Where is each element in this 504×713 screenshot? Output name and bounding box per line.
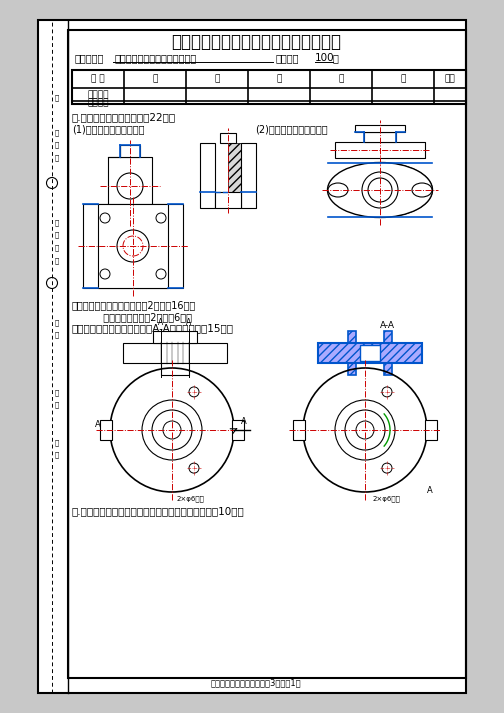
Text: 第二小题每条漏线2分，共6分。: 第二小题每条漏线2分，共6分。 <box>72 312 192 322</box>
Text: A: A <box>427 486 433 495</box>
Text: (1)注：主视图为半剖视图: (1)注：主视图为半剖视图 <box>72 124 145 134</box>
Ellipse shape <box>328 163 432 217</box>
Text: 制: 制 <box>55 319 59 327</box>
Text: 三: 三 <box>276 74 282 83</box>
Text: 刷: 刷 <box>55 142 59 148</box>
Polygon shape <box>380 142 425 158</box>
Bar <box>108 157 152 209</box>
Bar <box>200 143 215 208</box>
Text: (2)注：主视图为半剖视图: (2)注：主视图为半剖视图 <box>255 124 328 134</box>
Bar <box>364 132 396 142</box>
Bar <box>153 331 197 343</box>
Ellipse shape <box>328 183 348 197</box>
Bar <box>98 204 168 288</box>
Text: 厂: 厂 <box>55 155 59 161</box>
Text: 二.根据给定组合体的主视图和左视图，求作俯视图（10分）: 二.根据给定组合体的主视图和左视图，求作俯视图（10分） <box>72 506 245 516</box>
Bar <box>220 133 236 143</box>
Text: 分: 分 <box>333 53 339 63</box>
Text: 二: 二 <box>214 74 220 83</box>
Text: 2×φ6通孔: 2×φ6通孔 <box>177 495 205 502</box>
Text: 二、在指定位置将主视图改成A-A旋转剖视图（15分）: 二、在指定位置将主视图改成A-A旋转剖视图（15分） <box>72 323 234 333</box>
Bar <box>100 420 112 440</box>
Text: 课程名称：: 课程名称： <box>75 53 104 63</box>
Bar <box>97 209 163 222</box>
Ellipse shape <box>412 183 432 197</box>
Bar <box>360 345 380 361</box>
Bar <box>38 20 466 693</box>
Text: 号: 号 <box>55 95 59 101</box>
Bar <box>83 204 183 288</box>
Text: 卷: 卷 <box>55 232 59 238</box>
Text: 师: 师 <box>55 257 59 265</box>
Polygon shape <box>318 331 422 375</box>
Polygon shape <box>380 163 432 217</box>
Bar <box>232 420 244 440</box>
Text: 题: 题 <box>55 390 59 396</box>
Bar <box>215 192 241 208</box>
Text: 评卷得分: 评卷得分 <box>87 90 109 99</box>
Bar <box>241 143 256 208</box>
Text: A: A <box>158 318 164 327</box>
Bar <box>355 125 405 132</box>
Text: 监: 监 <box>55 440 59 446</box>
Text: 督: 督 <box>55 452 59 458</box>
Bar <box>72 70 466 104</box>
Text: 总分: 总分 <box>445 74 456 83</box>
Text: 工程制图（机件表达方法单元）: 工程制图（机件表达方法单元） <box>115 53 197 63</box>
Text: 一: 一 <box>152 74 158 83</box>
Bar <box>123 343 227 363</box>
Text: 老: 老 <box>55 245 59 251</box>
Text: 评卷签名: 评卷签名 <box>87 98 109 107</box>
Text: 五: 五 <box>400 74 406 83</box>
Text: 广东工业大学试卷用纸，共3页，第1页: 广东工业大学试卷用纸，共3页，第1页 <box>211 679 301 687</box>
Text: 四: 四 <box>338 74 344 83</box>
Text: 评分标准：第一小题每条漏线2分，共16分。: 评分标准：第一小题每条漏线2分，共16分。 <box>72 300 196 310</box>
Bar <box>335 142 425 158</box>
Text: A: A <box>241 417 247 426</box>
Bar <box>120 145 140 157</box>
Bar <box>161 363 189 375</box>
Bar <box>425 420 437 440</box>
Text: A-A: A-A <box>380 321 395 330</box>
Text: 题 号: 题 号 <box>91 74 105 83</box>
Text: 印: 印 <box>55 130 59 136</box>
Text: 广东工业大学试卷参考答案及评分标准: 广东工业大学试卷参考答案及评分标准 <box>171 33 341 51</box>
Text: 100: 100 <box>315 53 335 63</box>
Text: 试卷满分: 试卷满分 <box>276 53 299 63</box>
Bar <box>68 30 466 678</box>
Bar <box>318 343 422 363</box>
Text: A: A <box>95 420 101 429</box>
Text: A: A <box>186 318 192 327</box>
Text: 卷: 卷 <box>55 332 59 338</box>
Polygon shape <box>130 157 152 209</box>
Text: 2×φ6通孔: 2×φ6通孔 <box>373 495 401 502</box>
Polygon shape <box>241 143 256 208</box>
Text: 一.补画视图中缺漏的图线（22分）: 一.补画视图中缺漏的图线（22分） <box>72 112 176 122</box>
Text: 量: 量 <box>55 401 59 409</box>
Text: 审: 审 <box>55 220 59 226</box>
Polygon shape <box>228 143 241 208</box>
Bar <box>293 420 305 440</box>
